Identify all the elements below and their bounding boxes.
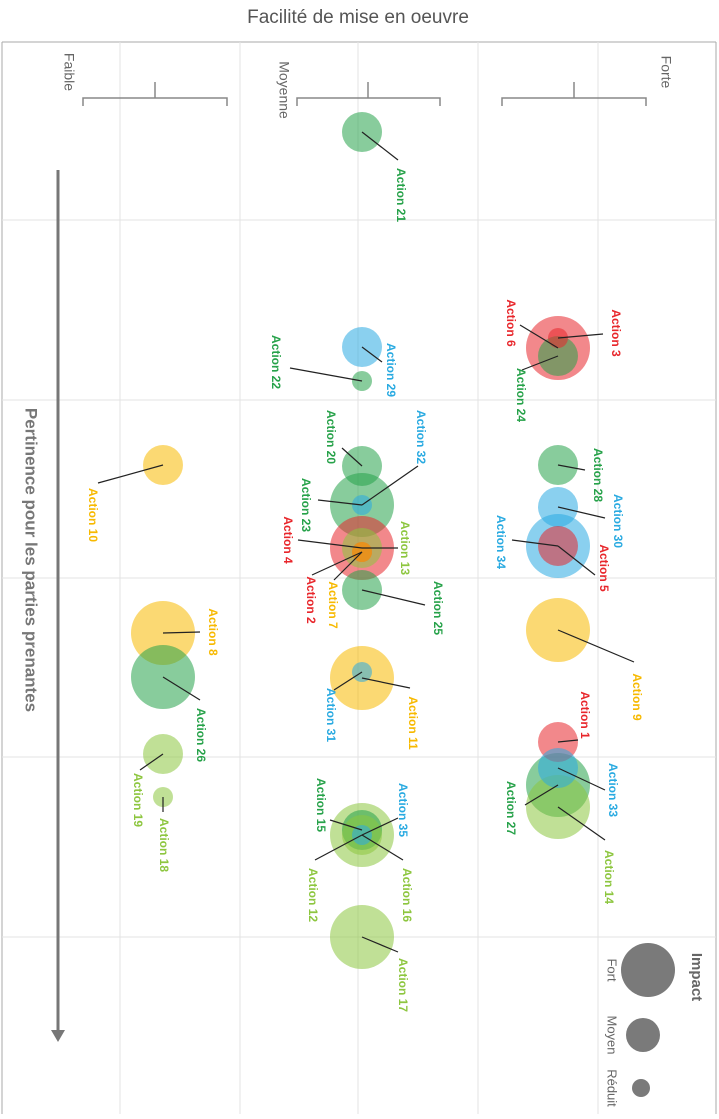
- action-label: Action 32: [414, 410, 428, 464]
- action-label: Action 13: [398, 521, 412, 575]
- leader-line: [317, 499, 363, 506]
- action-label: Action 31: [324, 688, 338, 742]
- leader-line: [311, 551, 363, 576]
- action-label: Action 11: [406, 696, 420, 750]
- action-label: Action 18: [157, 818, 171, 872]
- action-label: Action 23: [299, 478, 313, 532]
- leader-line: [341, 447, 363, 467]
- legend: Impact Fort Moyen Réduit: [605, 943, 705, 1107]
- action-label: Action 27: [504, 781, 518, 835]
- action-label: Action 16: [400, 868, 414, 922]
- action-label: Action 21: [394, 168, 408, 222]
- axis-label: Pertinence pour les parties prenantes: [22, 408, 41, 712]
- leader-line: [557, 333, 604, 339]
- leader-line: [361, 834, 404, 861]
- leader-line: [333, 671, 363, 691]
- action-label: Action 33: [606, 763, 620, 817]
- action-label: Action 34: [494, 515, 508, 569]
- leader-line: [361, 589, 426, 606]
- action-label: Action 26: [194, 708, 208, 762]
- action-label: Action 15: [314, 778, 328, 832]
- axis-arrow: [51, 170, 65, 1042]
- leader-line: [557, 464, 586, 471]
- leader-line: [297, 539, 363, 549]
- leader-line: [329, 819, 363, 831]
- leader-line: [361, 677, 411, 689]
- action-label: Action 29: [384, 343, 398, 397]
- action-label: Action 4: [281, 516, 295, 564]
- action-label: Action 20: [324, 410, 338, 464]
- legend-swatch: [632, 1079, 650, 1097]
- legend-title: Impact: [688, 953, 705, 1001]
- action-label: Action 22: [269, 335, 283, 389]
- action-label: Action 10: [86, 488, 100, 542]
- legend-swatch: [621, 943, 675, 997]
- column-label: Faible: [61, 53, 77, 91]
- leader-line: [139, 753, 164, 771]
- action-label: Action 9: [630, 673, 644, 721]
- leader-line: [361, 465, 419, 506]
- leader-line: [521, 355, 559, 371]
- leader-line: [557, 506, 606, 519]
- action-label: Action 1: [578, 691, 592, 739]
- leader-line: [361, 346, 383, 363]
- leader-line: [557, 767, 606, 791]
- leader-line: [162, 676, 201, 701]
- leader-line: [333, 551, 363, 581]
- column-label: Moyenne: [276, 61, 292, 119]
- action-label: Action 7: [326, 581, 340, 629]
- action-label: Action 3: [609, 309, 623, 357]
- action-label: Action 8: [206, 608, 220, 656]
- leader-line: [557, 739, 579, 743]
- column-label: Forte: [658, 56, 674, 89]
- leader-line: [361, 131, 399, 161]
- leader-line: [557, 806, 606, 841]
- title: Facilité de mise en oeuvre: [247, 7, 469, 28]
- legend-label: Moyen: [605, 1015, 620, 1054]
- leader-line: [361, 817, 399, 836]
- legend-swatch: [626, 1018, 660, 1052]
- action-label: Action 12: [306, 868, 320, 922]
- legend-label: Fort: [605, 958, 620, 982]
- action-label: Action 2: [304, 576, 318, 624]
- leader-line: [519, 324, 559, 349]
- legend-label: Réduit: [605, 1069, 620, 1107]
- leader-line: [557, 545, 596, 576]
- action-label: Action 14: [602, 850, 616, 904]
- leader-line: [289, 367, 363, 382]
- action-label: Action 30: [611, 494, 625, 548]
- action-label: Action 6: [504, 299, 518, 347]
- brackets: [82, 82, 647, 106]
- leader-line: [511, 539, 559, 547]
- action-label: Action 19: [131, 773, 145, 827]
- leader-line: [97, 464, 164, 484]
- leader-line: [557, 629, 635, 663]
- leader-line: [314, 834, 363, 861]
- action-label: Action 28: [591, 448, 605, 502]
- action-label: Action 25: [431, 581, 445, 635]
- action-label: Action 24: [514, 368, 528, 422]
- action-label: Action 17: [396, 958, 410, 1012]
- leader-line: [524, 784, 559, 806]
- leader-line: [361, 936, 399, 953]
- leader-line: [162, 631, 201, 634]
- action-label: Action 35: [396, 783, 410, 837]
- bubbles: Action 21 Action 3 Action 6 Action 24 Action…: [86, 112, 644, 1012]
- action-label: Action 5: [597, 544, 611, 592]
